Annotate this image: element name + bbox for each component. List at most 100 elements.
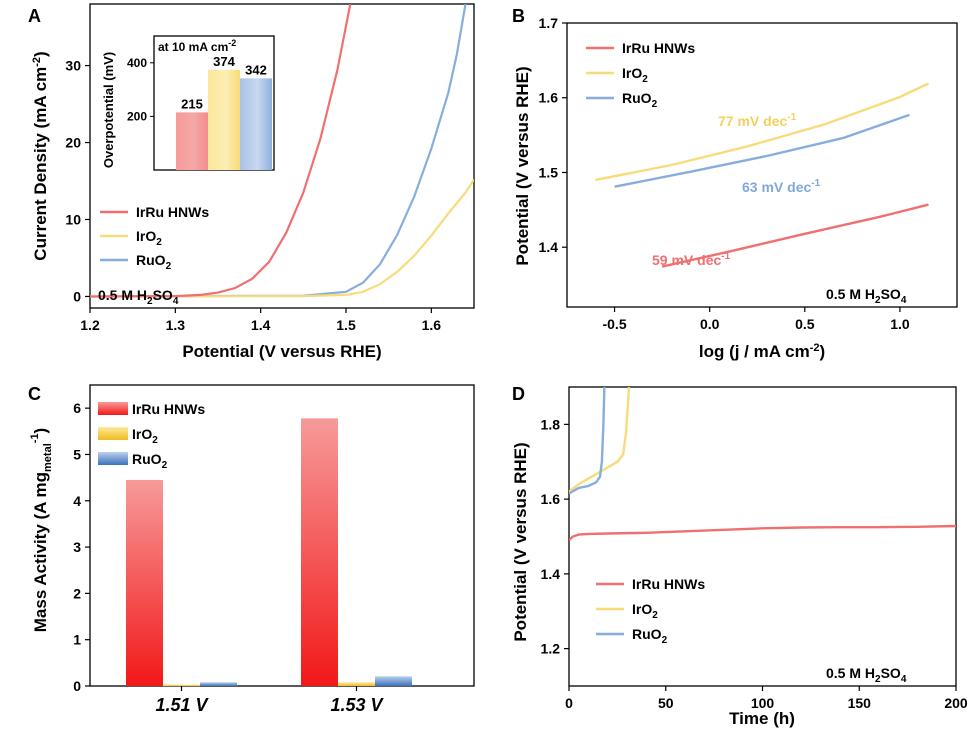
panel-c-legend: IrRu HNWs IrO2 RuO2 — [98, 401, 205, 471]
panel-c-ticks: 0 1 2 3 4 5 6 — [73, 400, 90, 694]
panel-b-series-iro2 — [595, 82, 930, 182]
panel-d-xtick-label: 200 — [944, 695, 968, 711]
panel-b-xtick-label: 1.0 — [890, 316, 910, 332]
panel-c-bar-ruo2 — [200, 682, 237, 686]
inset-ytick-label: 400 — [127, 56, 147, 70]
panel-a-xtick-label: 1.4 — [251, 317, 271, 333]
panel-d-series-ruo2 — [569, 387, 606, 495]
inset-title: at 10 mA cm-2 — [158, 38, 236, 54]
panel-a-ytick-label: 20 — [65, 135, 81, 151]
panel-b-legend-label: IrRu HNWs — [622, 40, 695, 56]
panel-c-legend-label: IrRu HNWs — [132, 401, 205, 417]
panel-d-xtick-label: 0 — [565, 695, 573, 711]
panel-a-ylabel: Current Density (mA cm-2) — [31, 51, 50, 260]
panel-b-xlabel: log (j / mA cm-2) — [699, 342, 825, 361]
panel-a-series-irru — [90, 4, 352, 298]
panel-c-legend-swatch — [98, 452, 128, 465]
panel-d-legend: IrRu HNWs IrO2 RuO2 — [596, 576, 705, 646]
panel-d-xlabel: Time (h) — [729, 709, 795, 728]
panel-d-legend-label: IrRu HNWs — [632, 576, 705, 592]
panel-a-ticks: 1.2 1.3 1.4 1.5 1.6 0 10 20 30 — [65, 58, 441, 333]
panel-b-tafel-label: 59 mV dec-1 — [652, 251, 731, 268]
panel-d-legend-label: IrO2 — [632, 601, 658, 621]
panel-c-bar-iro2 — [163, 684, 200, 687]
inset-bars: 215 374 342 — [176, 54, 272, 170]
panel-c: C 0 1 2 3 4 5 6 1.51 V 1.53 V Mass Activity (A … — [28, 384, 475, 715]
panel-a-series-iro2 — [90, 178, 474, 298]
panel-d-lines — [569, 387, 956, 542]
panel-c-bar-ruo2 — [375, 676, 412, 686]
panel-a-electrolyte: 0.5 M H2SO4 — [98, 287, 179, 307]
panel-a-ytick-label: 10 — [65, 211, 81, 227]
panel-d-ytick-label: 1.6 — [541, 491, 561, 507]
panel-b-ytick-label: 1.7 — [539, 15, 559, 31]
panel-a: A 1.2 1.3 1.4 1.5 1.6 0 10 20 30 Potential (V ve… — [28, 3, 475, 361]
inset-bar-value: 374 — [213, 54, 235, 69]
panel-b-electrolyte: 0.5 M H2SO4 — [826, 286, 907, 306]
panel-a-legend-label: RuO2 — [136, 252, 172, 272]
panel-b-series-ruo2 — [614, 113, 910, 188]
panel-b-tafel-label: 77 mV dec-1 — [718, 112, 797, 129]
inset-bar-irru — [176, 112, 208, 170]
panel-d-ytick-label: 1.2 — [541, 641, 561, 657]
panel-c-legend-swatch — [98, 427, 128, 440]
panel-c-category-label: 1.51 V — [155, 695, 209, 715]
panel-a-ytick-label: 0 — [73, 288, 81, 304]
panel-a-legend-label: IrRu HNWs — [136, 204, 209, 220]
panel-b-ytick-label: 1.5 — [539, 164, 559, 180]
panel-a-xtick-label: 1.3 — [166, 317, 186, 333]
inset-bar-value: 215 — [181, 96, 203, 111]
panel-a-xtick-label: 1.5 — [336, 317, 356, 333]
panel-c-bar-irru — [126, 479, 163, 686]
panel-d-series-iro2 — [569, 387, 631, 493]
panel-label-c: C — [28, 384, 41, 404]
inset-ticks: 200 400 — [127, 56, 154, 123]
panel-c-ytick-label: 3 — [73, 539, 81, 555]
panel-b-legend: IrRu HNWs IrO2 RuO2 — [586, 40, 695, 110]
panel-b-tafel-labels: 59 mV dec-1 77 mV dec-1 63 mV dec-1 — [652, 112, 821, 268]
inset-bar-ruo2 — [240, 78, 272, 170]
panel-a-xtick-label: 1.2 — [80, 317, 100, 333]
panel-d-xtick-label: 50 — [658, 695, 674, 711]
panel-c-ytick-label: 1 — [73, 632, 81, 648]
panel-c-ytick-label: 2 — [73, 585, 81, 601]
panel-c-legend-label: IrO2 — [132, 426, 158, 446]
panel-b-xtick-label: 0.0 — [700, 316, 720, 332]
panel-c-legend-swatch — [98, 402, 128, 415]
panel-d-ytick-label: 1.8 — [541, 416, 561, 432]
panel-c-ytick-label: 4 — [73, 493, 81, 509]
panel-b: B -0.5 0.0 0.5 1.0 1.4 1.5 1.6 1.7 Potential (V… — [512, 6, 958, 361]
panel-b-xtick-label: 0.5 — [795, 316, 815, 332]
panel-c-bars: 1.51 V 1.53 V — [126, 418, 412, 715]
panel-b-tafel-label: 63 mV dec-1 — [742, 178, 821, 195]
panel-d-legend-label: RuO2 — [632, 626, 668, 646]
panel-a-legend: IrRu HNWs IrO2 RuO2 — [100, 204, 209, 272]
panel-label-a: A — [28, 6, 41, 26]
panel-a-lines — [90, 4, 474, 298]
inset-ytick-label: 200 — [127, 109, 147, 123]
panel-d-xtick-label: 100 — [751, 695, 775, 711]
panel-label-d: D — [512, 384, 525, 404]
panel-a-legend-label: IrO2 — [136, 228, 162, 248]
panel-c-legend-label: RuO2 — [132, 451, 168, 471]
panel-b-series-irru — [661, 203, 929, 268]
panel-b-lines — [595, 82, 930, 268]
panel-d: D 0 50 100 150 200 1.2 1.4 1.6 1.8 Potential (V … — [511, 384, 968, 728]
panel-c-ytick-label: 5 — [73, 446, 81, 462]
panel-d-ytick-label: 1.4 — [541, 566, 561, 582]
panel-b-legend-label: IrO2 — [622, 65, 648, 85]
panel-label-b: B — [512, 6, 525, 26]
panel-b-frame — [566, 22, 958, 308]
inset-bar-value: 342 — [245, 62, 267, 77]
panel-c-bar-iro2 — [338, 682, 375, 686]
panel-c-category-label: 1.53 V — [330, 695, 384, 715]
panel-b-legend-label: RuO2 — [622, 90, 658, 110]
panel-b-ytick-label: 1.4 — [539, 239, 559, 255]
panel-a-frame — [89, 3, 475, 309]
panel-d-xtick-label: 150 — [848, 695, 872, 711]
panel-c-frame — [89, 384, 475, 687]
panel-a-xtick-label: 1.6 — [422, 317, 442, 333]
panel-b-ylabel: Potential (V versus RHE) — [513, 66, 532, 265]
panel-a-ytick-label: 30 — [65, 58, 81, 74]
